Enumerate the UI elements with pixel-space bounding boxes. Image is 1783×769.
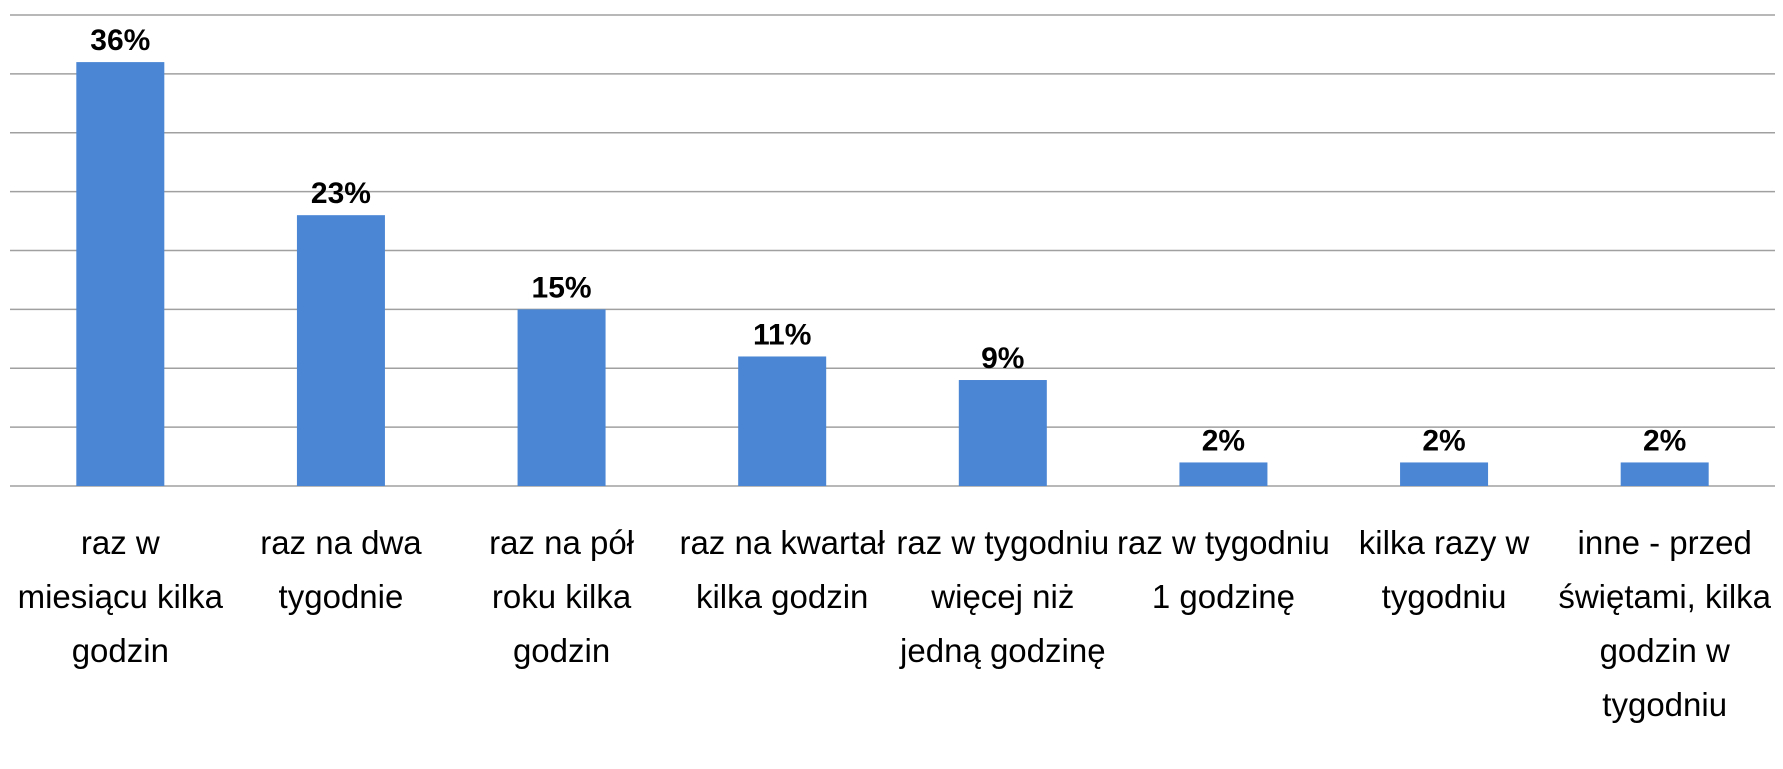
- bar: [958, 380, 1047, 486]
- bar: [1179, 462, 1268, 486]
- bar: [1620, 462, 1709, 486]
- value-label: 2%: [1643, 424, 1686, 457]
- bar: [738, 356, 827, 486]
- x-tick-label: raz na kwartał kilka godzin: [679, 524, 885, 615]
- value-label: 23%: [311, 177, 371, 210]
- x-tick-label: raz na dwa tygodnie: [260, 524, 422, 615]
- x-tick-label: raz na pół roku kilka godzin: [489, 524, 635, 669]
- value-label: 9%: [981, 342, 1024, 375]
- x-tick-label: inne - przed świętami, kilka godzin w ty…: [1558, 524, 1772, 723]
- x-tick-label: raz w tygodniu więcej niż jedną godzinę: [896, 524, 1110, 669]
- value-label: 2%: [1422, 424, 1465, 457]
- x-tick-label: raz w tygodniu 1 godzinę: [1117, 524, 1330, 615]
- bar: [76, 62, 165, 486]
- bar: [517, 309, 606, 486]
- bar: [1400, 462, 1489, 486]
- value-label: 15%: [532, 271, 592, 304]
- bar: [296, 215, 385, 487]
- value-label: 11%: [753, 318, 811, 351]
- x-tick-label: raz w miesiącu kilka godzin: [17, 524, 224, 669]
- value-label: 36%: [90, 24, 150, 57]
- x-tick-label: kilka razy w tygodniu: [1358, 524, 1530, 615]
- value-label: 2%: [1202, 424, 1245, 457]
